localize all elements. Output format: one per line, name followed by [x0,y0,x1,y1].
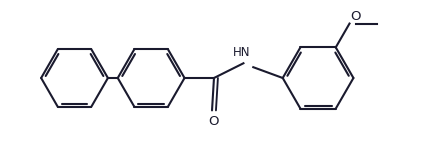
Text: O: O [209,115,219,128]
Text: O: O [351,10,361,23]
Text: HN: HN [233,46,250,59]
